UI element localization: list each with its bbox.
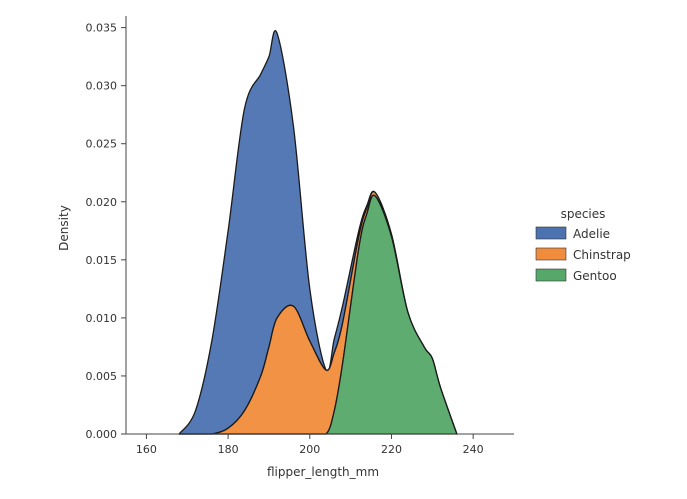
y-axis-title: Density xyxy=(57,205,71,251)
y-tick-label: 0.020 xyxy=(86,196,118,209)
x-tick-label: 160 xyxy=(136,443,157,456)
legend-label-gentoo: Gentoo xyxy=(573,269,617,283)
axes: 160 180 200 220 240 0.000 0.005 0.010 0.015 0.020… xyxy=(86,16,514,456)
legend-swatch-adelie xyxy=(535,226,567,240)
x-tick-label: 240 xyxy=(463,443,484,456)
y-tick-label: 0.015 xyxy=(86,254,118,267)
x-tick-label: 180 xyxy=(218,443,239,456)
x-tick-label: 220 xyxy=(381,443,402,456)
y-tick-label: 0.035 xyxy=(86,22,118,35)
legend-title: species xyxy=(561,207,606,221)
y-tick-label: 0.010 xyxy=(86,312,118,325)
y-tick-label: 0.030 xyxy=(86,80,118,93)
x-tick-label: 200 xyxy=(299,443,320,456)
y-tick-label: 0.025 xyxy=(86,138,118,151)
legend-swatch-gentoo xyxy=(535,268,567,282)
y-tick-label: 0.005 xyxy=(86,370,118,383)
series-areas xyxy=(178,30,458,435)
y-tick-label: 0.000 xyxy=(86,428,118,441)
legend: species Adelie Chinstrap Gentoo xyxy=(535,207,631,283)
x-axis-title: flipper_length_mm xyxy=(267,465,379,479)
legend-label-adelie: Adelie xyxy=(573,227,610,241)
legend-label-chinstrap: Chinstrap xyxy=(573,248,631,262)
legend-swatch-chinstrap xyxy=(535,247,567,261)
